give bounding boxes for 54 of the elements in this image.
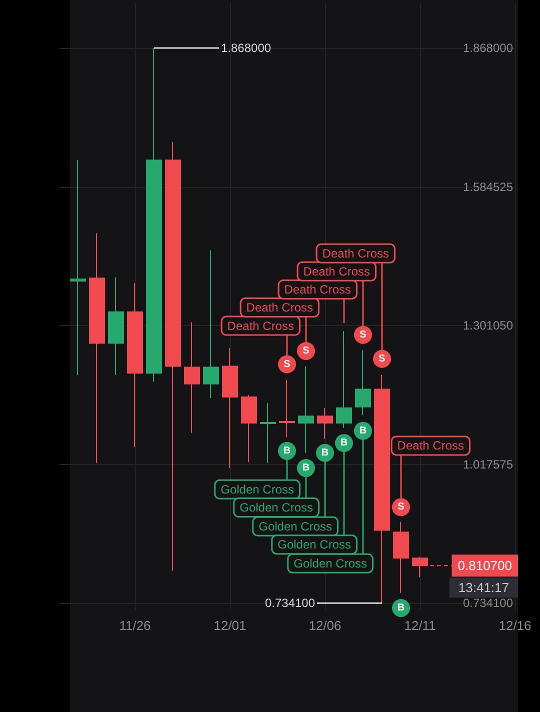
candlestick bbox=[279, 379, 295, 438]
candlestick bbox=[260, 402, 276, 464]
candlestick bbox=[222, 348, 238, 469]
annotation: 0.734100 bbox=[264, 596, 316, 610]
y-tick-label: 1.301050 bbox=[462, 318, 514, 333]
candlestick bbox=[89, 232, 105, 464]
annotation: 13:41:17 bbox=[458, 580, 509, 596]
candlestick bbox=[298, 366, 314, 454]
annotation: Death Cross bbox=[227, 318, 294, 333]
data-label: B bbox=[302, 462, 310, 474]
candlestick bbox=[146, 48, 162, 382]
data-label: S bbox=[398, 502, 405, 513]
data-label: B bbox=[359, 425, 367, 436]
y-tick-label: 1.584525 bbox=[462, 180, 514, 194]
annotation: Golden Cross bbox=[258, 519, 332, 534]
data-label: B bbox=[283, 445, 291, 456]
candlestick bbox=[70, 160, 86, 376]
candlestick bbox=[184, 322, 200, 434]
candlestick bbox=[336, 330, 352, 428]
candlestick bbox=[241, 394, 257, 463]
annotation: Death Cross bbox=[246, 300, 314, 315]
x-tick-label: 12/11 bbox=[404, 618, 436, 633]
annotation: Golden Cross bbox=[294, 556, 368, 570]
annotation: Death Cross bbox=[322, 246, 390, 260]
candlestick bbox=[203, 250, 219, 399]
x-tick-label: 12/01 bbox=[214, 618, 246, 633]
ref-line-label: 0.810700 bbox=[458, 558, 512, 574]
candlestick bbox=[165, 142, 181, 572]
candlestick bbox=[393, 521, 409, 594]
annotation: Death Cross bbox=[397, 438, 464, 453]
annotation: Death Cross bbox=[284, 282, 352, 296]
x-tick-label: 12/16 bbox=[498, 618, 532, 633]
candlestick bbox=[108, 276, 124, 376]
data-label: B bbox=[340, 438, 348, 449]
candlestick bbox=[127, 282, 143, 448]
annotation: Golden Cross bbox=[220, 482, 294, 496]
y-tick-label: 1.017575 bbox=[462, 457, 514, 472]
data-label: B bbox=[397, 602, 405, 614]
data-label: S bbox=[378, 353, 386, 364]
x-tick-label: 11/26 bbox=[119, 618, 151, 633]
y-tick-label: 0.734100 bbox=[462, 596, 514, 610]
data-label: S bbox=[360, 329, 367, 340]
x-tick-label: 12/06 bbox=[308, 618, 342, 633]
candlestick bbox=[412, 556, 428, 578]
data-label: B bbox=[321, 447, 329, 458]
annotation: Golden Cross bbox=[240, 500, 314, 515]
data-label: S bbox=[302, 346, 310, 357]
y-tick-label: 1.868000 bbox=[462, 41, 514, 56]
candlestick bbox=[317, 407, 333, 440]
candlestick bbox=[355, 350, 371, 416]
annotation: 1.868000 bbox=[221, 41, 272, 56]
data-label: S bbox=[284, 358, 291, 370]
annotation: Death Cross bbox=[303, 264, 370, 278]
annotation: Golden Cross bbox=[278, 538, 352, 552]
